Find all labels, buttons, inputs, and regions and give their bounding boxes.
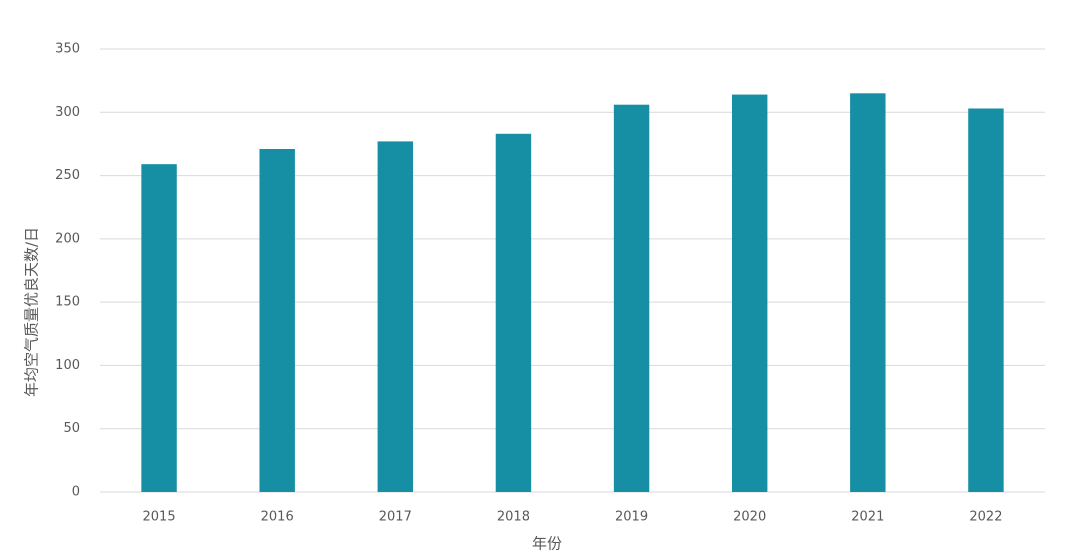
y-tick-label: 50 (63, 421, 80, 436)
y-tick-label: 0 (72, 485, 80, 500)
bar (259, 148, 295, 492)
y-tick-label: 150 (55, 295, 80, 310)
x-tick-label: 2021 (851, 510, 884, 525)
bar (850, 93, 886, 493)
bar (731, 94, 768, 493)
y-tick-label: 350 (55, 42, 80, 57)
x-tick-label: 2016 (261, 510, 294, 525)
y-axis-title: 年均空气质量优良天数/日 (23, 227, 41, 397)
bar (377, 141, 414, 492)
y-tick-label: 200 (55, 231, 80, 246)
bar (495, 133, 532, 492)
x-tick-label: 2015 (143, 510, 176, 525)
x-tick-label: 2020 (733, 510, 766, 525)
bar (968, 108, 1004, 492)
y-tick-label: 300 (55, 105, 80, 120)
x-tick-label: 2017 (379, 510, 412, 525)
y-tick-label: 250 (55, 168, 80, 183)
x-tick-label: 2022 (969, 510, 1002, 525)
bar (141, 164, 177, 492)
x-tick-label: 2019 (615, 510, 648, 525)
y-tick-label: 100 (55, 358, 80, 373)
bar (613, 104, 650, 492)
x-tick-label: 2018 (497, 510, 530, 525)
x-axis-title: 年份 (532, 535, 562, 553)
